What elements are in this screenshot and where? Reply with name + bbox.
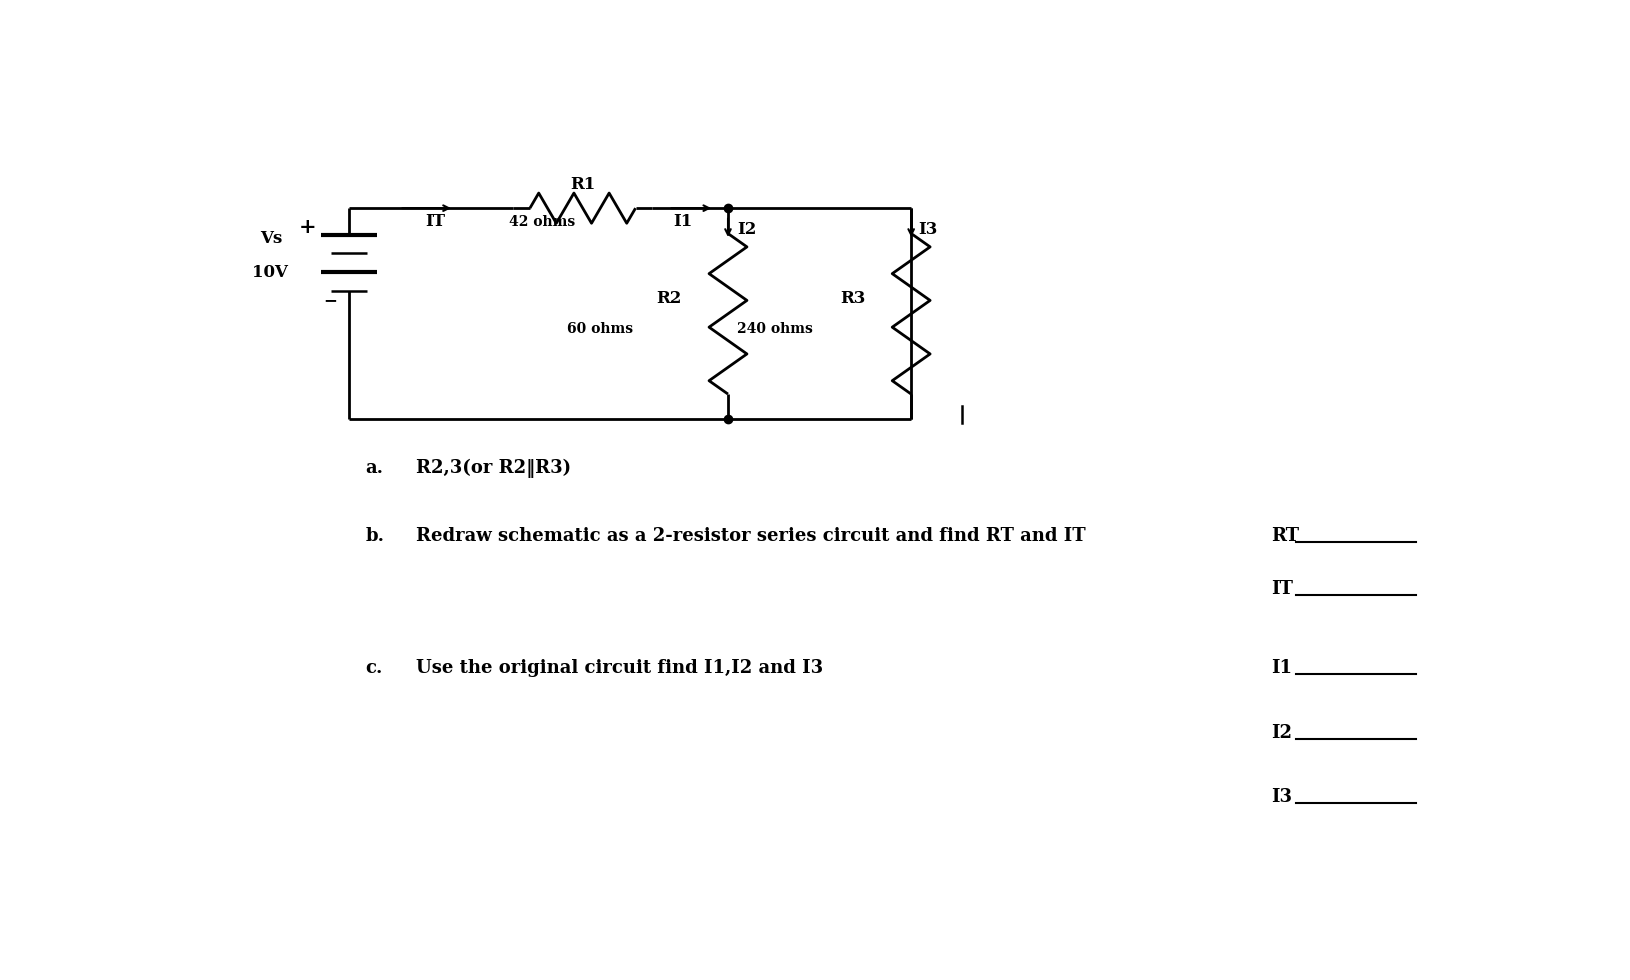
Text: −: − — [323, 292, 337, 310]
Text: I2: I2 — [737, 220, 756, 238]
Text: R2,3(or R2‖R3): R2,3(or R2‖R3) — [416, 459, 570, 478]
Text: I3: I3 — [919, 220, 939, 238]
Text: 10V: 10V — [251, 264, 287, 281]
Text: 240 ohms: 240 ohms — [737, 321, 813, 336]
Text: I1: I1 — [1271, 660, 1293, 677]
Text: R3: R3 — [841, 290, 866, 307]
Text: Redraw schematic as a 2-resistor series circuit and find RT and IT: Redraw schematic as a 2-resistor series … — [416, 527, 1086, 546]
Text: RT: RT — [1271, 527, 1299, 546]
Text: I2: I2 — [1271, 723, 1293, 742]
Text: I3: I3 — [1271, 788, 1293, 806]
Text: 42 ohms: 42 ohms — [509, 215, 575, 228]
Text: 60 ohms: 60 ohms — [567, 321, 634, 336]
Text: Vs: Vs — [261, 230, 284, 247]
Text: a.: a. — [365, 460, 383, 477]
Text: b.: b. — [365, 527, 385, 546]
Text: Use the original circuit find I1,I2 and I3: Use the original circuit find I1,I2 and … — [416, 660, 823, 677]
Text: I1: I1 — [673, 214, 693, 230]
Text: c.: c. — [365, 660, 383, 677]
Text: +: + — [298, 217, 316, 237]
Text: R1: R1 — [570, 175, 595, 192]
Text: R2: R2 — [655, 290, 681, 307]
Text: IT: IT — [425, 214, 445, 230]
Text: IT: IT — [1271, 580, 1293, 598]
